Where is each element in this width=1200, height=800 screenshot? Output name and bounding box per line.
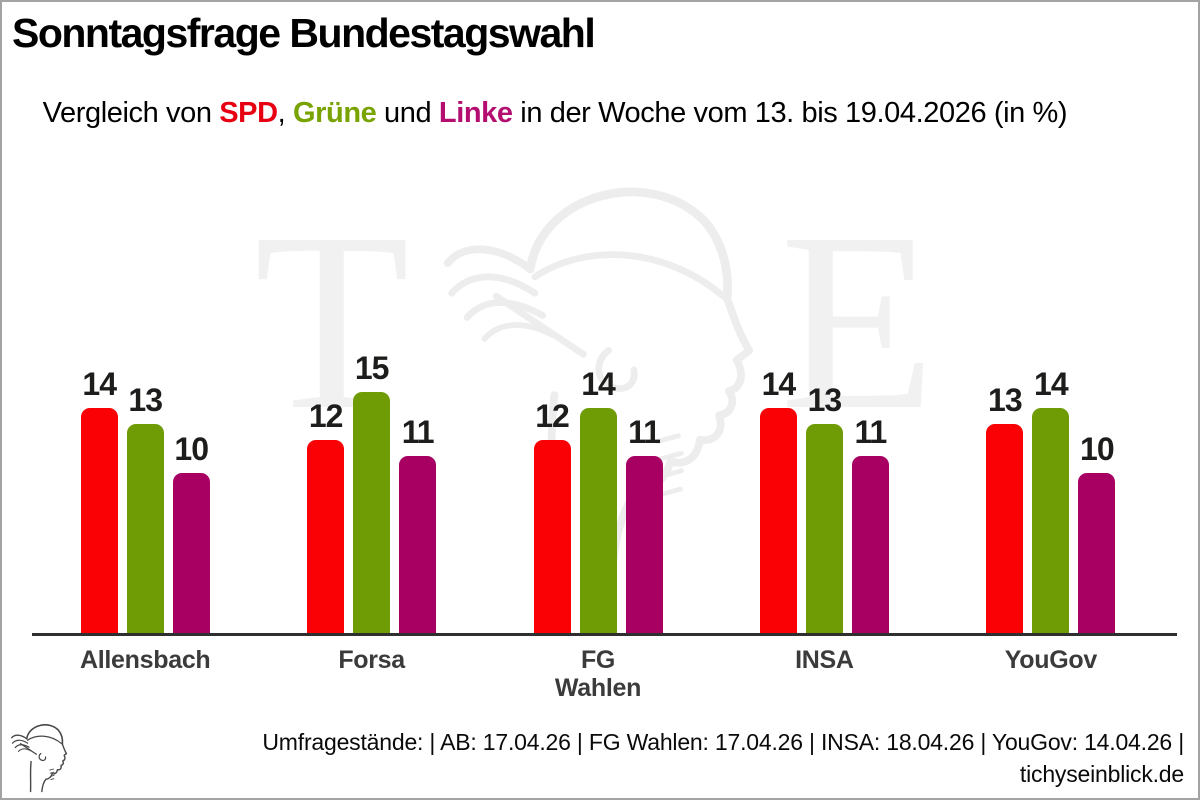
bar-linke bbox=[851, 456, 889, 633]
tick-label-2: Forsa bbox=[338, 646, 405, 674]
bar-spd bbox=[533, 440, 571, 633]
value-label-spd: 13 bbox=[988, 382, 1023, 419]
subtitle-linke: Linke bbox=[438, 97, 513, 129]
bar-linke bbox=[1078, 472, 1116, 633]
te-watermark-letter-e: E bbox=[780, 181, 936, 463]
bar-group-4: 14 13 11 bbox=[711, 368, 937, 633]
bar-col-spd: 13 bbox=[986, 382, 1024, 633]
value-label-linke: 11 bbox=[854, 414, 888, 451]
value-label-linke: 10 bbox=[1080, 430, 1115, 467]
bar-group-5: 13 14 10 bbox=[938, 368, 1164, 633]
footer-text: Umfragestände: | AB: 17.04.26 | FG Wahle… bbox=[262, 726, 1184, 790]
bar-col-linke: 10 bbox=[1078, 430, 1116, 633]
tick-label-4: INSA bbox=[795, 646, 854, 674]
bar-group-3: 12 14 11 bbox=[485, 368, 711, 633]
bar-col-gruene: 13 bbox=[805, 382, 843, 633]
bar-gruene bbox=[126, 424, 164, 633]
value-label-spd: 12 bbox=[308, 398, 344, 435]
subtitle-prefix: Vergleich von bbox=[42, 97, 220, 129]
bar-col-spd: 12 bbox=[533, 398, 571, 633]
hermes-head-logo-icon bbox=[10, 723, 68, 793]
x-axis-tick-labels: Allensbach Forsa FG Wahlen INSA YouGov bbox=[32, 646, 1164, 702]
value-label-spd: 14 bbox=[761, 366, 797, 403]
bar-gruene bbox=[805, 424, 843, 633]
value-label-gruene: 14 bbox=[581, 366, 616, 403]
bar-col-gruene: 15 bbox=[353, 350, 391, 633]
bar-col-gruene: 14 bbox=[1032, 366, 1070, 633]
tick-label-5: YouGov bbox=[1004, 646, 1097, 674]
tick-label-1: Allensbach bbox=[80, 646, 211, 674]
bar-col-linke: 11 bbox=[625, 414, 663, 633]
chart-subtitle: Vergleich von SPD, Grüne und Linke in de… bbox=[12, 64, 1068, 163]
value-label-gruene: 14 bbox=[1034, 366, 1069, 403]
bar-gruene bbox=[1032, 408, 1070, 633]
bar-col-spd: 14 bbox=[80, 366, 118, 633]
bar-spd bbox=[80, 408, 118, 633]
bar-group-1: 14 13 10 bbox=[32, 368, 258, 633]
bar-group-2: 12 15 11 bbox=[258, 352, 484, 633]
bar-col-spd: 12 bbox=[307, 398, 345, 633]
value-label-gruene: 13 bbox=[807, 382, 843, 419]
bar-gruene bbox=[579, 408, 617, 633]
x-axis-line bbox=[32, 633, 1177, 636]
bar-col-linke: 11 bbox=[399, 414, 437, 633]
poll-dates-line: Umfragestände: | AB: 17.04.26 | FG Wahle… bbox=[262, 729, 1184, 755]
bar-col-linke: 11 bbox=[851, 414, 889, 633]
bar-linke bbox=[625, 456, 663, 633]
bar-spd bbox=[307, 440, 345, 633]
bar-groups: 14 13 10 12 15 11 12 14 11 14 13 11 13 14 10 bbox=[32, 2, 1164, 633]
value-label-spd: 12 bbox=[535, 398, 570, 435]
subtitle-suffix: in der Woche vom 13. bis 19.04.2026 (in … bbox=[512, 97, 1068, 129]
value-label-gruene: 13 bbox=[128, 382, 163, 419]
bar-spd bbox=[759, 408, 797, 633]
value-label-linke: 11 bbox=[628, 414, 661, 451]
value-label-gruene: 15 bbox=[354, 350, 390, 387]
value-label-linke: 11 bbox=[401, 414, 435, 451]
subtitle-sep2: und bbox=[376, 97, 439, 129]
value-label-linke: 10 bbox=[174, 430, 209, 467]
bar-linke bbox=[172, 472, 210, 633]
value-label-spd: 14 bbox=[82, 366, 117, 403]
bar-spd bbox=[986, 424, 1024, 633]
subtitle-spd: SPD bbox=[219, 97, 278, 129]
subtitle-gruene: Grüne bbox=[292, 97, 377, 129]
bar-col-gruene: 13 bbox=[126, 382, 164, 633]
bar-col-gruene: 14 bbox=[579, 366, 617, 633]
bar-linke bbox=[399, 456, 437, 633]
tick-label-3: FG Wahlen bbox=[554, 646, 642, 702]
bar-gruene bbox=[353, 392, 391, 633]
site-url: tichyseinblick.de bbox=[1019, 761, 1184, 788]
subtitle-sep1: , bbox=[277, 97, 293, 129]
bar-col-linke: 10 bbox=[172, 430, 210, 633]
bar-col-spd: 14 bbox=[759, 366, 797, 633]
page-title: Sonntagsfrage Bundestagswahl bbox=[12, 10, 596, 56]
